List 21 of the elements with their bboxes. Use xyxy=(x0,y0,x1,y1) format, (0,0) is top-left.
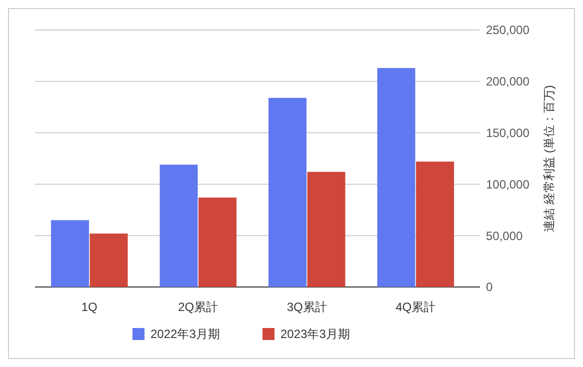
bar xyxy=(377,68,416,287)
y-tick-label: 50,000 xyxy=(486,228,524,243)
y-tick-label: 0 xyxy=(486,280,493,294)
x-tick-label: 4Q累計 xyxy=(396,300,436,314)
bar xyxy=(90,234,128,287)
x-tick-label: 1Q xyxy=(81,300,98,314)
y-tick-label: 200,000 xyxy=(486,74,530,89)
y-tick-label: 250,000 xyxy=(486,23,530,38)
bar xyxy=(307,172,346,287)
bar xyxy=(51,220,89,287)
y-axis-title: 連結 経常利益 (単位：百万) xyxy=(542,85,556,232)
x-tick-label: 3Q累計 xyxy=(286,300,327,314)
legend-label: 2023年3月期 xyxy=(280,327,350,342)
y-tick-label: 100,000 xyxy=(486,177,530,192)
bar xyxy=(416,162,454,287)
bar xyxy=(268,98,306,287)
bar xyxy=(198,198,236,287)
bar xyxy=(160,164,198,287)
y-tick-label: 150,000 xyxy=(486,126,530,140)
legend-label: 2022年3月期 xyxy=(150,327,220,342)
x-tick-label: 2Q累計 xyxy=(178,300,218,314)
